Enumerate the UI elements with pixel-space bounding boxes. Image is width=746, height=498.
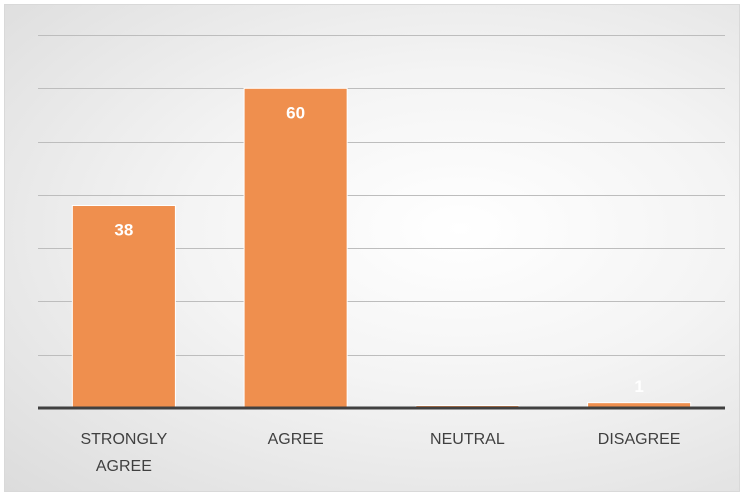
chart-frame: 38 60 1 STRONGLY AGREE AGREE NEUTRAL DISAGREE (4, 4, 740, 492)
data-label: 60 (286, 103, 305, 122)
bars (71, 87, 692, 409)
data-label: 38 (114, 221, 133, 240)
data-labels: 38 60 1 (114, 103, 643, 396)
category-label: AGREE (268, 431, 324, 448)
bar-agree (243, 87, 348, 409)
category-label: NEUTRAL (430, 431, 505, 448)
category-labels: STRONGLY AGREE AGREE NEUTRAL DISAGREE (80, 431, 680, 475)
data-label: 1 (634, 377, 643, 396)
bar-chart: 38 60 1 STRONGLY AGREE AGREE NEUTRAL DISAGREE (38, 35, 725, 475)
category-label: STRONGLY AGREE (80, 431, 167, 475)
category-label: DISAGREE (598, 431, 681, 448)
